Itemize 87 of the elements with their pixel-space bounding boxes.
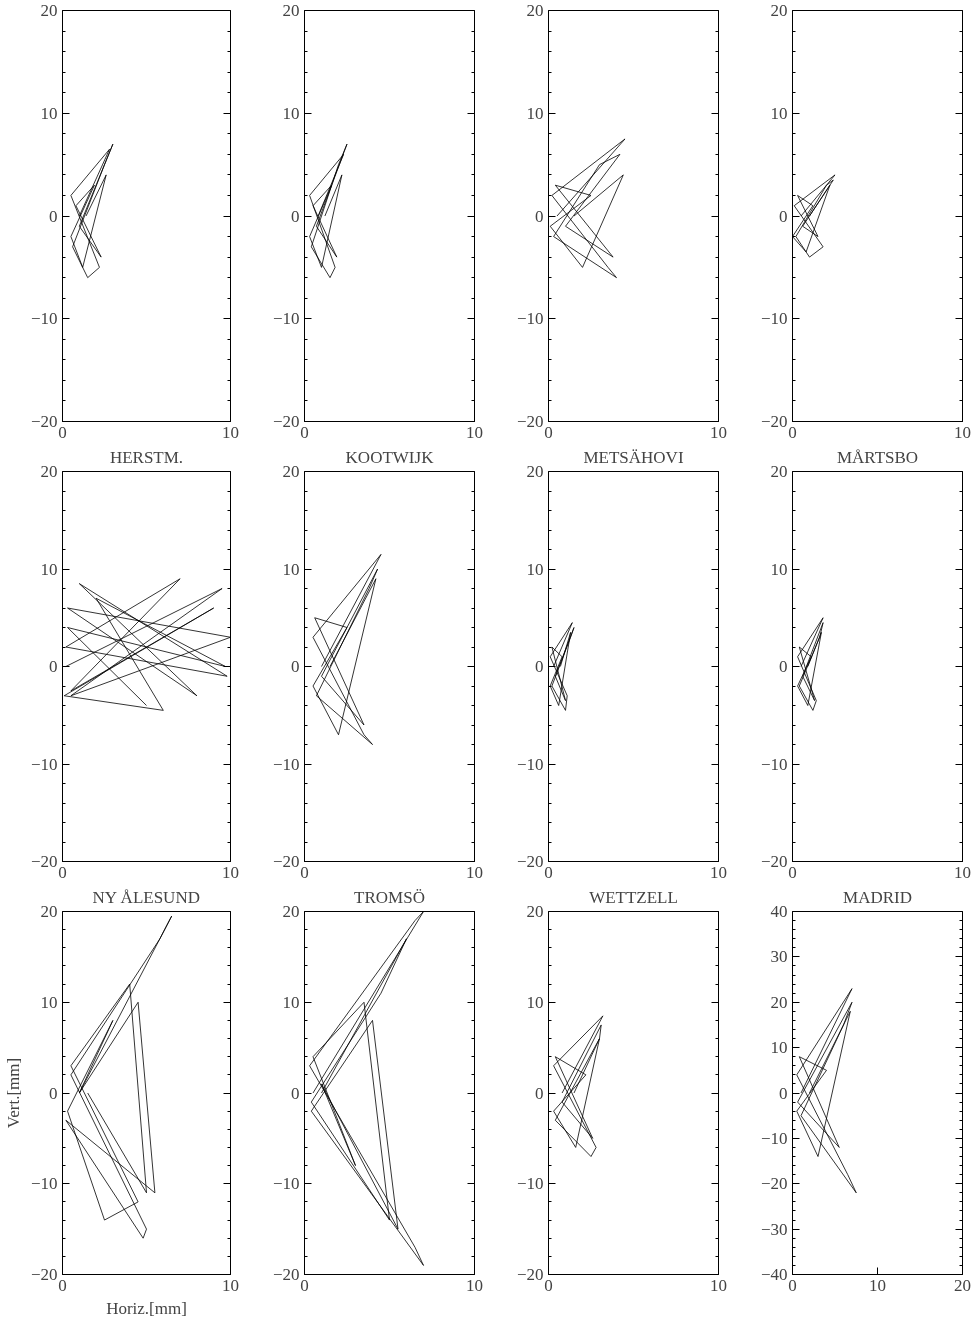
y-tick-label: 20 (526, 462, 544, 481)
x-tick-label: 10 (710, 1275, 727, 1295)
y-tick-label: 10 (526, 103, 544, 123)
y-tick-label: 10 (282, 992, 300, 1012)
y-tick-label: 0 (291, 657, 300, 676)
y-tick-label: −30 (760, 1219, 788, 1239)
y-tick-label: −10 (516, 309, 544, 329)
y-tick-label: −10 (272, 754, 300, 774)
y-tick-label: 10 (770, 1038, 788, 1058)
y-tick-label: −20 (760, 1174, 788, 1194)
y-tick-label: −20 (30, 1265, 58, 1284)
x-tick-label: 10 (954, 862, 971, 882)
x-tick-label: 10 (869, 1275, 886, 1295)
y-tick-label: −10 (272, 309, 300, 329)
y-tick-label: −10 (30, 1174, 58, 1194)
y-tick-label: 20 (282, 462, 300, 481)
y-tick-label: 20 (40, 902, 58, 921)
y-tick-label: 10 (282, 559, 300, 579)
y-tick-label: 20 (40, 462, 58, 481)
y-tick-label: 10 (282, 103, 300, 123)
y-tick-label: −20 (516, 412, 544, 431)
x-tick-label: 10 (222, 862, 239, 882)
y-tick-label: 10 (40, 559, 58, 579)
y-tick-label: 10 (526, 992, 544, 1012)
chart-title: METSÄHOVI (583, 447, 684, 467)
x-tick-label: 10 (222, 1275, 239, 1295)
y-tick-label: −10 (30, 754, 58, 774)
chart-title: MADRID (843, 887, 912, 907)
y-tick-label: −20 (760, 412, 788, 431)
y-tick-label: −10 (30, 309, 58, 329)
y-tick-label: 0 (49, 657, 58, 676)
y-tick-label: 0 (291, 1083, 300, 1103)
y-tick-label: 0 (291, 206, 300, 226)
y-tick-label: −10 (516, 1174, 544, 1194)
chart-title: KOOTWIJK (345, 447, 435, 467)
y-tick-label: 20 (282, 902, 300, 921)
x-tick-label: 10 (466, 422, 483, 442)
chart-title: WETTZELL (589, 887, 678, 907)
y-tick-label: 0 (535, 657, 544, 676)
y-tick-label: 0 (779, 206, 788, 226)
y-tick-label: −10 (516, 754, 544, 774)
y-tick-label: 10 (770, 103, 788, 123)
y-tick-label: 0 (49, 1083, 58, 1103)
y-tick-label: −10 (760, 1128, 788, 1148)
y-tick-label: 10 (526, 559, 544, 579)
x-tick-label: 10 (710, 862, 727, 882)
y-tick-label: 0 (779, 657, 788, 676)
y-tick-label: −20 (272, 1265, 300, 1284)
y-tick-label: −20 (760, 852, 788, 871)
y-tick-label: 20 (526, 1, 544, 20)
y-tick-label: 20 (282, 1, 300, 20)
x-tick-label: 10 (466, 862, 483, 882)
y-tick-label: −20 (272, 412, 300, 431)
y-tick-label: 10 (770, 559, 788, 579)
x-tick-label: 10 (466, 1275, 483, 1295)
y-tick-label: 0 (779, 1083, 788, 1103)
y-tick-label: 20 (770, 462, 788, 481)
chart-title: TROMSÖ (354, 887, 425, 907)
y-tick-label: −20 (516, 852, 544, 871)
x-tick-label: 20 (954, 1275, 971, 1295)
y-tick-label: −20 (30, 412, 58, 431)
y-tick-label: 20 (526, 902, 544, 921)
y-tick-label: 20 (40, 1, 58, 20)
chart-title: HERSTM. (109, 447, 184, 467)
y-tick-label: −20 (516, 1265, 544, 1284)
y-tick-label: −20 (272, 852, 300, 871)
y-tick-label: 10 (40, 103, 58, 123)
y-tick-label: 0 (49, 206, 58, 226)
y-tick-label: −10 (760, 754, 788, 774)
y-tick-label: 40 (770, 902, 788, 921)
y-tick-label: 20 (770, 992, 788, 1012)
chart-title: MÅRTSBO (836, 447, 919, 467)
y-tick-label: −10 (760, 309, 788, 329)
y-tick-label: 10 (40, 992, 58, 1012)
y-tick-label: −10 (272, 1174, 300, 1194)
y-tick-label: 0 (535, 206, 544, 226)
y-axis-title: Vert.[mm] (3, 1057, 23, 1129)
y-tick-label: −40 (760, 1265, 788, 1284)
y-tick-label: 0 (535, 1083, 544, 1103)
x-tick-label: 10 (222, 422, 239, 442)
y-tick-label: 30 (770, 947, 788, 967)
chart-title: NY ÅLESUND (92, 887, 200, 907)
y-tick-label: 20 (770, 1, 788, 20)
x-tick-label: 10 (710, 422, 727, 442)
y-tick-label: −20 (30, 852, 58, 871)
x-axis-title: Horiz.[mm] (106, 1298, 187, 1318)
x-tick-label: 10 (954, 422, 971, 442)
